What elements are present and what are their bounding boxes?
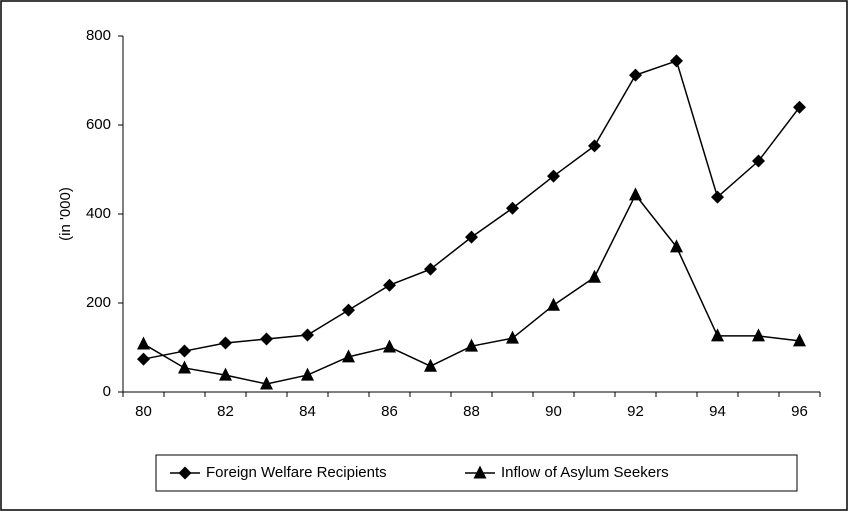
- triangle-marker: [670, 239, 683, 253]
- x-tick-label: 96: [791, 403, 808, 420]
- x-tick-label: 82: [217, 403, 234, 420]
- diamond-marker: [629, 68, 642, 82]
- x-tick-label: 94: [709, 403, 726, 420]
- diamond-marker: [260, 332, 273, 346]
- y-axis-label: (in '000): [57, 187, 74, 241]
- triangle-marker: [137, 336, 150, 350]
- diamond-marker: [301, 328, 314, 342]
- diamond-marker: [711, 190, 724, 204]
- triangle-marker: [629, 187, 642, 201]
- x-tick-label: 80: [135, 403, 152, 420]
- diamond-marker: [137, 352, 150, 366]
- diamond-marker: [588, 139, 601, 153]
- triangle-marker: [752, 328, 765, 342]
- x-tick-label: 90: [545, 403, 562, 420]
- y-tick-label: 800: [86, 27, 111, 44]
- triangle-marker: [465, 338, 478, 352]
- triangle-marker: [547, 297, 560, 311]
- diamond-marker: [752, 154, 765, 168]
- diamond-marker: [178, 344, 191, 358]
- diamond-marker: [670, 54, 683, 68]
- diamond-marker: [506, 201, 519, 215]
- diamond-marker: [465, 230, 478, 244]
- triangle-marker: [793, 333, 806, 347]
- triangle-marker: [260, 376, 273, 390]
- y-tick-label: 0: [103, 383, 111, 400]
- x-tick-label: 84: [299, 403, 316, 420]
- y-tick-label: 600: [86, 116, 111, 133]
- x-tick-label: 86: [381, 403, 398, 420]
- legend-label: Inflow of Asylum Seekers: [501, 464, 669, 481]
- triangle-marker: [178, 360, 191, 374]
- diamond-marker: [547, 169, 560, 183]
- diamond-marker: [383, 278, 396, 292]
- triangle-marker: [383, 339, 396, 353]
- y-tick-label: 200: [86, 294, 111, 311]
- triangle-marker: [711, 328, 724, 342]
- x-tick-label: 88: [463, 403, 480, 420]
- triangle-marker: [301, 367, 314, 381]
- diamond-marker: [424, 262, 437, 276]
- legend-label: Foreign Welfare Recipients: [206, 464, 387, 481]
- triangle-marker: [473, 465, 487, 479]
- y-tick-label: 400: [86, 205, 111, 222]
- x-tick-label: 92: [627, 403, 644, 420]
- diamond-marker: [342, 303, 355, 317]
- diamond-marker: [793, 100, 806, 114]
- diamond-marker: [219, 336, 232, 350]
- triangle-marker: [506, 330, 519, 344]
- diamond-marker: [178, 466, 192, 480]
- triangle-marker: [219, 367, 232, 381]
- triangle-marker: [342, 349, 355, 363]
- triangle-marker: [424, 358, 437, 372]
- triangle-marker: [588, 269, 601, 283]
